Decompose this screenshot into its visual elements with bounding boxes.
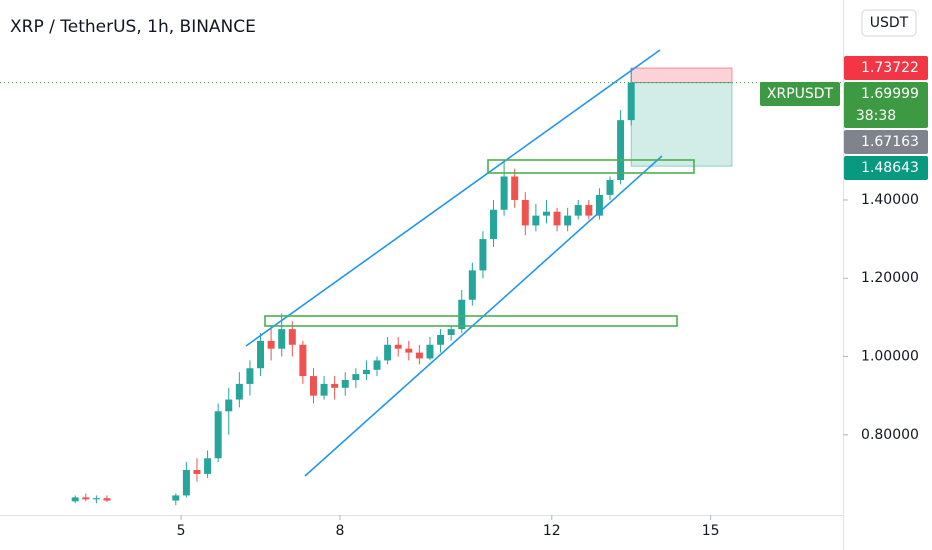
zone-box (487, 159, 695, 174)
countdown: 38:38 (856, 108, 896, 124)
candle-body (553, 211, 561, 226)
price-marker (844, 82, 928, 129)
candle-body (373, 360, 381, 370)
candle-body (299, 344, 307, 377)
candle-body (606, 180, 614, 195)
candle-body (193, 469, 201, 474)
candle-body (103, 498, 111, 501)
price-marker-label: 1.69999 (861, 86, 919, 102)
candle-body (225, 399, 233, 412)
candle-body (405, 348, 413, 353)
candle-body (362, 369, 370, 375)
candle-body (542, 211, 550, 216)
candle-body (426, 344, 434, 359)
symbol-label: XRPUSDT (767, 86, 834, 102)
price-marker (844, 56, 928, 81)
candle-body (92, 498, 100, 500)
candle-body (394, 344, 402, 349)
candle-body (235, 383, 243, 400)
candle-body (352, 374, 360, 380)
candle-body (500, 176, 508, 210)
x-tick-label: 8 (335, 523, 344, 539)
y-tick-label: 1.00000 (861, 349, 919, 365)
candle-body (288, 329, 296, 345)
candle-body (490, 209, 498, 240)
stop-zone (630, 67, 733, 84)
candle-body (415, 352, 423, 359)
candle-body (331, 383, 339, 388)
price-marker-label: 1.73722 (861, 60, 919, 76)
candle-body (564, 215, 572, 226)
candle-body (267, 340, 275, 349)
currency-label[interactable]: USDT (870, 15, 909, 31)
candle-body (309, 376, 317, 396)
candle-body (468, 270, 476, 300)
candle-body (246, 368, 254, 384)
price-axis: 0.80000 1.00000 1.20000 1.40000 1.73722 1.699… (760, 56, 928, 443)
price-marker-label: 1.67163 (861, 134, 919, 150)
target-zone (630, 82, 733, 167)
candle-body (320, 383, 328, 396)
price-marker (844, 130, 928, 155)
candle-body (172, 495, 180, 501)
candle-body (447, 329, 455, 335)
candle-body (511, 176, 519, 200)
candle-body (479, 239, 487, 271)
zone-box (264, 315, 678, 327)
candle-body (214, 411, 222, 459)
channel-line (245, 49, 661, 347)
candle-body (521, 199, 529, 226)
candle-body (574, 205, 582, 216)
price-marker (844, 156, 928, 181)
candle-body (71, 497, 79, 502)
candle-body (585, 205, 593, 216)
candle-body (384, 344, 392, 361)
candle-body (627, 82, 635, 121)
candle-body (257, 340, 265, 369)
currency-button[interactable] (861, 9, 917, 37)
x-tick-label: 5 (177, 523, 186, 539)
y-tick-label: 1.40000 (861, 192, 919, 208)
candle-body (204, 458, 212, 474)
candle-body (532, 215, 540, 226)
candle-body (341, 379, 349, 388)
plot-area (0, 67, 843, 506)
y-tick-label: 0.80000 (861, 427, 919, 443)
x-tick-label: 12 (543, 523, 561, 539)
candle-body (182, 469, 190, 496)
candle-body (458, 299, 466, 330)
candle-body (82, 497, 90, 500)
candle-body (278, 329, 286, 349)
candle-body (595, 194, 603, 216)
price-marker-label: 1.48643 (861, 160, 919, 176)
chart-title: XRP / TetherUS, 1h, BINANCE (10, 17, 256, 37)
symbol-tag (760, 82, 840, 107)
candle-body (437, 334, 445, 345)
candle-body (617, 120, 625, 181)
x-tick-label: 15 (702, 523, 720, 539)
y-tick-label: 1.20000 (861, 270, 919, 286)
